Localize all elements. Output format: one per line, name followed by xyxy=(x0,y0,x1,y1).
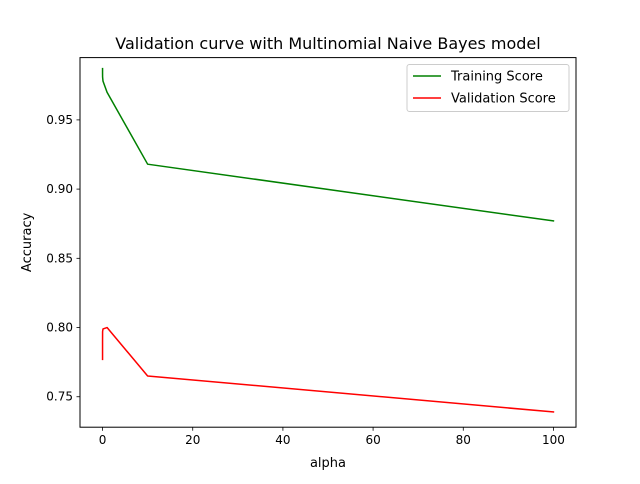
legend-label: Validation Score xyxy=(451,92,556,107)
series-line-validation-score xyxy=(101,326,555,413)
y-tick-label: 0.80 xyxy=(46,321,73,335)
legend-box xyxy=(406,64,570,112)
x-tick-label: 100 xyxy=(542,433,565,447)
y-axis: 0.75 0.80 0.85 0.90 0.95 xyxy=(46,113,80,404)
y-tick-label: 0.75 xyxy=(46,390,73,404)
x-tick-label: 80 xyxy=(456,433,471,447)
y-tick-label: 0.95 xyxy=(46,113,73,127)
plot-area xyxy=(101,67,555,413)
x-axis-label: alpha xyxy=(310,456,346,471)
x-tick-label: 0 xyxy=(99,433,107,447)
x-tick-label: 60 xyxy=(365,433,380,447)
legend: Training Score Validation Score xyxy=(406,64,570,112)
legend-label: Training Score xyxy=(450,70,543,85)
plot-frame xyxy=(79,57,577,428)
x-axis: 0 20 40 60 80 100 xyxy=(99,427,565,447)
x-tick-label: 40 xyxy=(275,433,290,447)
x-tick-label: 20 xyxy=(185,433,200,447)
y-tick-label: 0.90 xyxy=(46,182,73,196)
y-axis-label: Accuracy xyxy=(20,212,35,272)
y-tick-label: 0.85 xyxy=(46,251,73,265)
series-line-training-score xyxy=(101,67,555,222)
chart-title: Validation curve with Multinomial Naive … xyxy=(115,34,540,53)
